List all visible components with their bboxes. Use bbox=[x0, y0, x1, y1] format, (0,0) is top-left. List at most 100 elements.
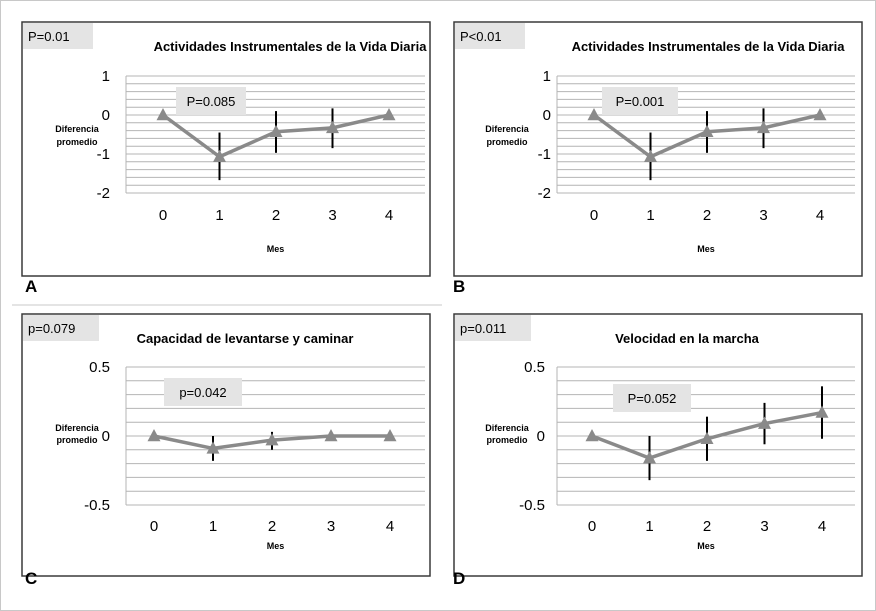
inner-label-box bbox=[164, 378, 242, 406]
data-point-marker bbox=[585, 428, 599, 442]
y-tick-label: -1 bbox=[97, 146, 110, 163]
y-axis-title-line: promedio bbox=[56, 435, 98, 445]
panel-letter: B bbox=[453, 277, 465, 296]
data-point-marker bbox=[156, 107, 170, 121]
x-tick-label: 0 bbox=[150, 518, 158, 535]
chart-title: Actividades Instrumentales de la Vida Di… bbox=[572, 39, 846, 54]
x-tick-label: 0 bbox=[588, 518, 596, 535]
corner-label-box bbox=[455, 315, 531, 341]
panel-letter: A bbox=[25, 277, 37, 296]
panel-frame bbox=[453, 21, 863, 277]
y-tick-label: 0 bbox=[102, 107, 110, 124]
x-tick-label: 1 bbox=[645, 518, 653, 535]
y-axis-title-line: promedio bbox=[486, 137, 528, 147]
panel-b: P<0.01 Actividades Instrumentales de la V… bbox=[453, 21, 863, 296]
y-tick-label: 0 bbox=[102, 428, 110, 445]
data-point-marker bbox=[213, 149, 226, 162]
panel-frame bbox=[21, 21, 431, 277]
inner-label: p=0.042 bbox=[179, 385, 226, 400]
data-point-marker bbox=[643, 451, 656, 464]
y-tick-label: 0.5 bbox=[89, 359, 110, 376]
data-point-marker bbox=[382, 107, 396, 121]
corner-label: p=0.079 bbox=[28, 321, 75, 336]
panel-c: p=0.079 Capacidad de levantarse y caminar… bbox=[21, 313, 431, 588]
data-point-marker bbox=[644, 149, 657, 162]
data-point-marker bbox=[700, 431, 714, 445]
data-point-marker bbox=[269, 124, 283, 138]
data-point-marker bbox=[758, 416, 771, 429]
data-point-marker bbox=[815, 405, 829, 418]
x-tick-label: 0 bbox=[590, 207, 598, 224]
x-tick-label: 4 bbox=[385, 207, 393, 224]
panel-frame bbox=[453, 313, 863, 577]
x-tick-label: 3 bbox=[760, 518, 768, 535]
y-tick-label: 0 bbox=[537, 428, 545, 445]
data-point-marker bbox=[813, 107, 827, 121]
data-point-marker bbox=[324, 428, 338, 442]
x-tick-label: 1 bbox=[646, 207, 654, 224]
y-axis-title: Diferencia promedio bbox=[55, 423, 100, 445]
y-axis-title: Diferencia promedio bbox=[485, 423, 530, 445]
chart-title: Actividades Instrumentales de la Vida Di… bbox=[154, 39, 428, 54]
corner-label: P=0.01 bbox=[28, 29, 70, 44]
corner-label: p=0.011 bbox=[460, 321, 506, 336]
y-tick-label: -0.5 bbox=[519, 497, 545, 514]
x-tick-label: 2 bbox=[268, 518, 276, 535]
y-tick-label: -1 bbox=[538, 146, 551, 163]
y-tick-label: -2 bbox=[97, 185, 110, 202]
chart-title: Capacidad de levantarse y caminar bbox=[137, 331, 354, 346]
data-point-marker bbox=[383, 428, 397, 442]
y-axis-title: Diferencia promedio bbox=[485, 124, 530, 147]
data-point-marker bbox=[700, 124, 714, 138]
y-tick-label: 1 bbox=[102, 68, 110, 85]
y-axis-title-line: promedio bbox=[56, 137, 98, 147]
corner-label: P<0.01 bbox=[460, 29, 502, 44]
x-tick-label: 3 bbox=[759, 207, 767, 224]
y-axis-title: Diferencia promedio bbox=[55, 124, 100, 147]
y-axis-title-line: promedio bbox=[486, 435, 528, 445]
panel-letter: C bbox=[25, 569, 37, 588]
x-axis-title: Mes bbox=[697, 541, 715, 551]
y-tick-label: -0.5 bbox=[84, 497, 110, 514]
inner-label-box bbox=[176, 87, 246, 115]
x-axis-title: Mes bbox=[267, 541, 285, 551]
x-tick-label: 1 bbox=[215, 207, 223, 224]
y-tick-label: 1 bbox=[543, 68, 551, 85]
y-axis-title-line: Diferencia bbox=[55, 423, 100, 433]
x-tick-label: 3 bbox=[327, 518, 335, 535]
data-point-marker bbox=[147, 428, 161, 442]
y-axis-title-line: Diferencia bbox=[485, 423, 530, 433]
inner-label-box bbox=[602, 87, 678, 115]
x-tick-label: 3 bbox=[328, 207, 336, 224]
panel-a: P=0.01 Actividades Instrumentales de la V… bbox=[21, 21, 431, 296]
inner-label: P=0.001 bbox=[616, 94, 665, 109]
x-tick-label: 2 bbox=[703, 207, 711, 224]
corner-label-box bbox=[23, 23, 93, 49]
y-tick-label: 0 bbox=[543, 107, 551, 124]
x-axis-title: Mes bbox=[267, 244, 285, 254]
data-point-marker bbox=[757, 120, 770, 134]
inner-label-box bbox=[613, 384, 691, 412]
x-tick-label: 4 bbox=[816, 207, 824, 224]
chart-title: Velocidad en la marcha bbox=[615, 331, 760, 346]
y-tick-label: -2 bbox=[538, 185, 551, 202]
data-point-marker bbox=[326, 120, 339, 134]
x-axis-title: Mes bbox=[697, 244, 715, 254]
data-point-marker bbox=[265, 433, 279, 446]
corner-label-box bbox=[23, 315, 99, 341]
panel-letter: D bbox=[453, 569, 465, 588]
y-tick-label: 0.5 bbox=[524, 359, 545, 376]
inner-label: P=0.085 bbox=[187, 94, 236, 109]
data-point-marker bbox=[206, 441, 220, 454]
x-tick-label: 2 bbox=[703, 518, 711, 535]
x-tick-label: 1 bbox=[209, 518, 217, 535]
inner-label: P=0.052 bbox=[628, 391, 677, 406]
y-axis-title-line: Diferencia bbox=[55, 124, 100, 134]
panel-d: p=0.011 Velocidad en la marcha 0.5 0 -0.5 0 1 2… bbox=[453, 313, 863, 588]
x-tick-label: 0 bbox=[159, 207, 167, 224]
x-tick-label: 4 bbox=[386, 518, 394, 535]
x-tick-label: 4 bbox=[818, 518, 826, 535]
corner-label-box bbox=[455, 23, 525, 49]
data-point-marker bbox=[587, 107, 601, 121]
